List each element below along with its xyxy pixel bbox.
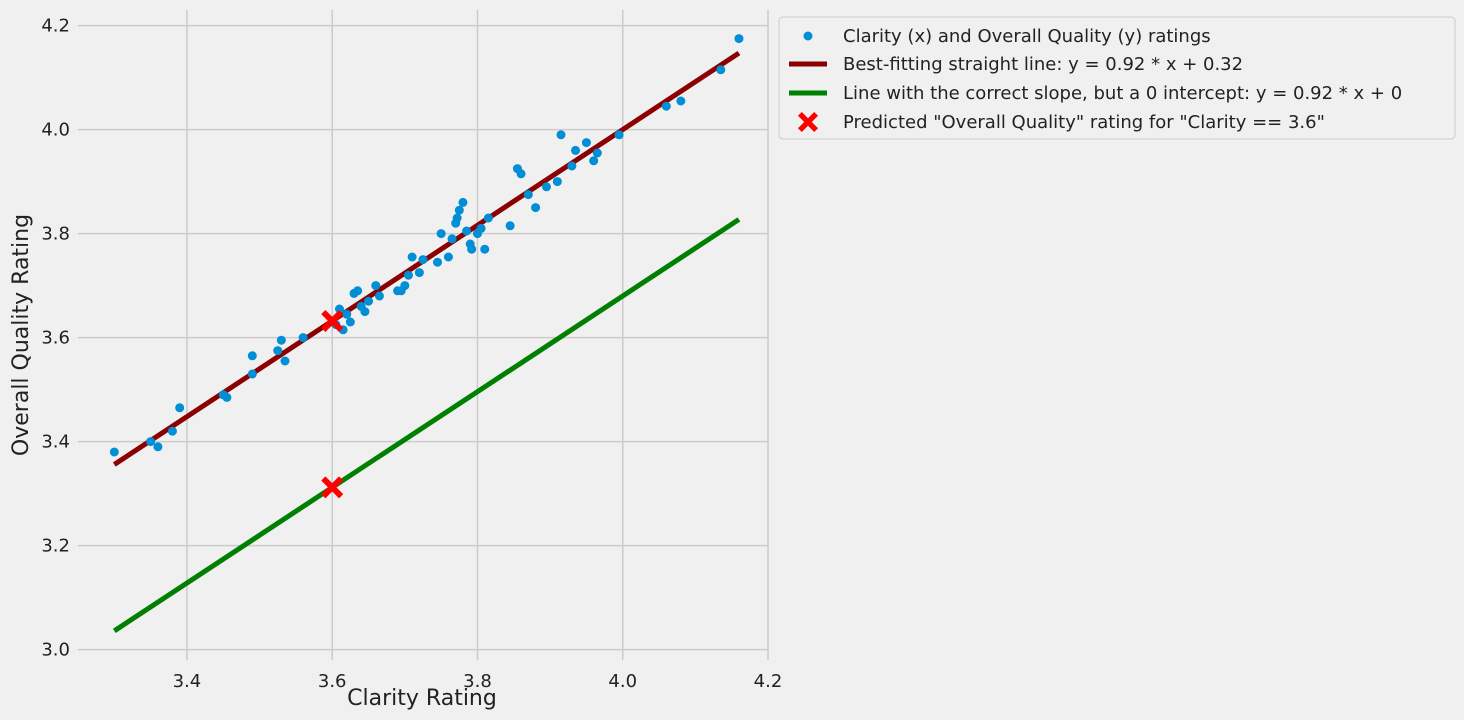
scatter-point [276,335,286,345]
legend-scatter-swatch [803,31,813,41]
y-tick-label: 4.2 [41,16,70,37]
scatter-point [403,270,413,280]
scatter-point [109,447,119,457]
x-tick-label: 4.0 [608,671,637,692]
scatter-point [364,296,374,306]
scatter-point [552,177,562,187]
scatter-point [556,130,566,140]
legend: Clarity (x) and Overall Quality (y) rati… [778,16,1456,140]
scatter-point [531,203,541,213]
scatter-point [516,169,526,179]
y-tick-label: 4.0 [41,120,70,141]
scatter-point [371,281,381,291]
prediction-marker [321,309,344,332]
scatter-point [167,426,177,436]
x-tick-label: 3.8 [463,671,492,692]
y-tick-label: 3.0 [41,640,70,661]
scatter-point [734,34,744,44]
scatter-point [476,223,486,233]
scatter-point [153,442,163,452]
scatter-point [334,304,344,314]
scatter-point [567,161,577,171]
scatter-point [462,226,472,236]
scatter-point [467,244,477,254]
scatter-point [592,148,602,158]
scatter-point [247,369,257,379]
scatter-point [614,130,624,140]
scatter-point [581,138,591,148]
scatter-point [298,333,308,343]
scatter-point [280,356,290,366]
grid [78,10,769,660]
scatter-point [342,309,352,319]
scatter-point [175,403,185,413]
scatter-point [353,286,363,296]
scatter-point [273,346,283,356]
scatter-point [418,255,428,265]
zero-intercept-line [112,217,741,633]
scatter-point [443,252,453,262]
scatter-point [400,281,410,291]
y-axis-label: Overall Quality Rating [9,214,34,456]
scatter-point [414,268,424,278]
scatter-point [483,213,493,223]
scatter-point [247,351,257,361]
y-tick-label: 3.6 [41,328,70,349]
scatter-point [458,197,468,207]
scatter-point [436,229,446,239]
y-tick-label: 3.8 [41,224,70,245]
scatter-point [447,234,457,244]
scatter-point [360,307,370,317]
x-tick-label: 4.2 [754,671,783,692]
scatter-point [222,392,232,402]
scatter-point [374,291,384,301]
legend-label: Clarity (x) and Overall Quality (y) rati… [843,26,1211,47]
scatter-point [541,182,551,192]
scatter-point [716,65,726,75]
legend-label: Best-fitting straight line: y = 0.92 * x… [843,54,1243,75]
x-tick-label: 3.4 [173,671,202,692]
y-tick-label: 3.4 [41,432,70,453]
scatter-point [523,190,533,200]
scatter-point [505,221,515,231]
scatter-point [452,213,462,223]
scatter-point [407,252,417,262]
scatter-point [480,244,490,254]
x-tick-label: 3.6 [318,671,347,692]
scatter-point [661,101,671,111]
x-axis-label: Clarity Rating [347,686,497,711]
y-tick-label: 3.2 [41,536,70,557]
scatter-point [589,156,599,166]
scatter-point [146,437,156,447]
legend-label: Predicted "Overall Quality" rating for "… [843,112,1325,133]
scatter-point [345,317,355,327]
prediction-marker [321,476,344,499]
legend-prediction-swatch [798,112,818,132]
scatter-point [454,205,464,215]
legend-label: Line with the correct slope, but a 0 int… [843,83,1402,104]
prediction-markers [321,309,344,499]
scatter-point [571,145,581,155]
tick-labels: 3.4 3.6 3.8 4.0 4.2 3.0 3.2 3.4 3.6 3.8 4.0 4.2 [41,16,782,692]
legend-box [778,16,1456,140]
scatter-point [433,257,443,267]
scatter-point [676,96,686,106]
